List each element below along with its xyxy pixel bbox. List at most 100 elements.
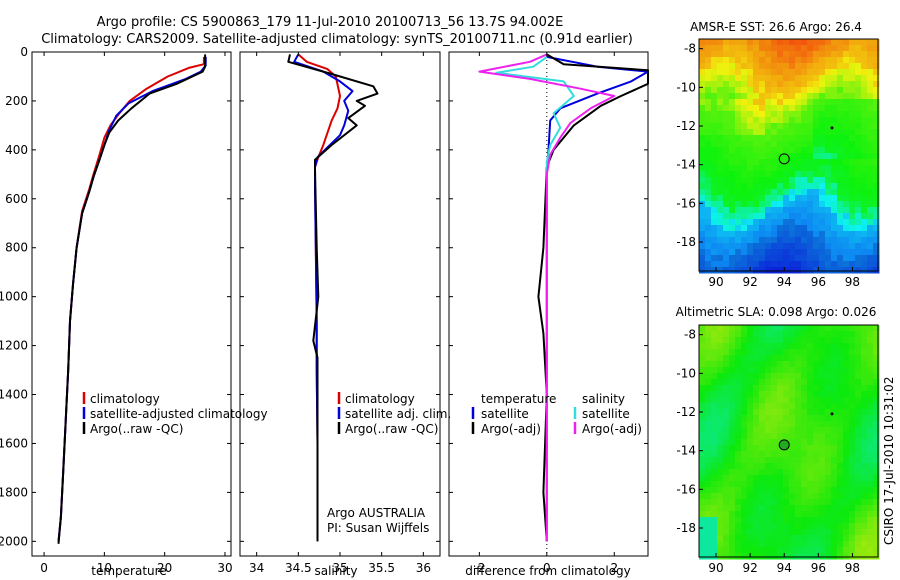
- map-cell: [711, 535, 718, 542]
- map-cell: [861, 63, 868, 70]
- map-cell: [777, 51, 784, 58]
- map-cell: [825, 433, 832, 440]
- map-cell: [747, 57, 754, 64]
- map-cell: [735, 469, 742, 476]
- map-cell: [807, 129, 814, 136]
- map-cell: [711, 361, 718, 368]
- map-cell: [831, 87, 838, 94]
- map-cell: [849, 231, 856, 238]
- map-cell: [705, 105, 712, 112]
- map-cell: [867, 261, 874, 268]
- map-cell: [867, 93, 874, 100]
- map-cell: [873, 487, 880, 494]
- map-cell: [801, 487, 808, 494]
- map-cell: [795, 129, 802, 136]
- map-cell: [705, 231, 712, 238]
- map-cell: [855, 237, 862, 244]
- map-cell: [867, 391, 874, 398]
- map-cell: [789, 75, 796, 82]
- map-cell: [819, 219, 826, 226]
- map-cell: [699, 63, 706, 70]
- map-cell: [771, 39, 778, 46]
- map-cell: [735, 517, 742, 524]
- map-cell: [753, 487, 760, 494]
- map-cell: [831, 201, 838, 208]
- map-cell: [843, 237, 850, 244]
- map-cell: [783, 159, 790, 166]
- map-cell: [831, 547, 838, 554]
- map-cell: [843, 445, 850, 452]
- map-cell: [819, 243, 826, 250]
- map-cell: [717, 189, 724, 196]
- map-cell: [699, 475, 706, 482]
- map-cell: [861, 183, 868, 190]
- map-cell: [729, 183, 736, 190]
- map-cell: [783, 373, 790, 380]
- map-cell: [795, 337, 802, 344]
- map-cell: [807, 511, 814, 518]
- map-cell: [741, 367, 748, 374]
- map-cell: [747, 63, 754, 70]
- map-cell: [795, 349, 802, 356]
- map-cell: [801, 219, 808, 226]
- map-cell: [741, 135, 748, 142]
- map-cell: [783, 367, 790, 374]
- map-cell: [867, 165, 874, 172]
- map-cell: [723, 243, 730, 250]
- map-cell: [711, 81, 718, 88]
- map-cell: [705, 379, 712, 386]
- map-cell: [753, 403, 760, 410]
- map-cell: [759, 81, 766, 88]
- map-cell: [711, 511, 718, 518]
- map-cell: [699, 135, 706, 142]
- map-cell: [711, 207, 718, 214]
- map-cell: [717, 493, 724, 500]
- map-cell: [777, 403, 784, 410]
- map-cell: [825, 129, 832, 136]
- map-cell: [873, 343, 880, 350]
- map-cell: [807, 379, 814, 386]
- map-cell: [783, 349, 790, 356]
- map-cell: [741, 99, 748, 106]
- map-cell: [873, 243, 880, 250]
- map-cell: [717, 183, 724, 190]
- map-cell: [747, 325, 754, 332]
- map-cell: [717, 111, 724, 118]
- map-cell: [813, 445, 820, 452]
- map-cell: [753, 421, 760, 428]
- map-cell: [759, 87, 766, 94]
- map-cell: [825, 183, 832, 190]
- map-frame: [698, 38, 879, 272]
- map-cell: [843, 81, 850, 88]
- map-cell: [801, 129, 808, 136]
- map-cell: [849, 403, 856, 410]
- map-cell: [723, 553, 730, 560]
- map-cell: [765, 111, 772, 118]
- map-cell: [759, 213, 766, 220]
- map-cell: [735, 207, 742, 214]
- map-cell: [735, 243, 742, 250]
- map-cell: [813, 69, 820, 76]
- map-cell: [795, 165, 802, 172]
- map-cell: [759, 231, 766, 238]
- map-cell: [801, 207, 808, 214]
- map-cell: [723, 361, 730, 368]
- map-cell: [873, 331, 880, 338]
- map-cell: [861, 349, 868, 356]
- map-cell: [789, 87, 796, 94]
- map-cell: [819, 505, 826, 512]
- map-cell: [777, 267, 784, 274]
- map-cell: [873, 499, 880, 506]
- map-cell: [819, 433, 826, 440]
- map-cell: [807, 51, 814, 58]
- map-cell: [741, 421, 748, 428]
- map-cell: [771, 213, 778, 220]
- map-cell: [843, 261, 850, 268]
- axes-frame: [448, 51, 649, 557]
- map-cell: [819, 117, 826, 124]
- map-cell: [819, 207, 826, 214]
- map-cell: [771, 397, 778, 404]
- map-cell: [747, 81, 754, 88]
- map-cell: [825, 111, 832, 118]
- temperature-legend: climatology satellite-adjusted climatolo…: [82, 392, 268, 436]
